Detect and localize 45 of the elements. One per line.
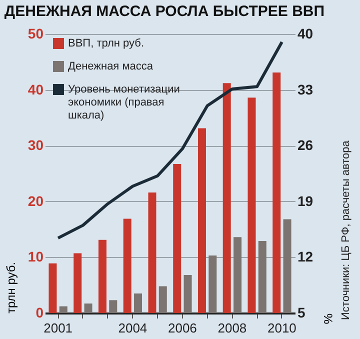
x-tick-label: 2010	[267, 320, 296, 336]
line-series	[56, 40, 284, 240]
bar	[123, 218, 132, 313]
bar	[74, 253, 82, 313]
bar	[283, 219, 292, 313]
y-tick-label: 10	[28, 248, 44, 265]
bar	[148, 192, 156, 313]
bar	[84, 304, 92, 313]
bar	[134, 293, 142, 313]
bar	[222, 83, 231, 313]
bar	[248, 98, 256, 313]
y2-tick-label: 19	[298, 192, 314, 209]
bar	[98, 240, 106, 313]
y2-tick-label: 33	[298, 81, 314, 98]
y-tick-label: 30	[28, 137, 44, 154]
bar	[109, 300, 118, 313]
y-tick-label: 20	[28, 192, 44, 209]
bar	[173, 164, 182, 313]
x-tick-label: 2006	[168, 320, 197, 336]
y-tick-label: 50	[28, 26, 44, 42]
y2-tick-label: 26	[298, 137, 314, 154]
bar	[198, 128, 206, 313]
y-tick-label: 0	[36, 304, 44, 320]
x-tick-label: 2001	[44, 320, 73, 336]
bar	[184, 275, 192, 313]
x-tick-label: 2008	[218, 320, 247, 336]
bar	[48, 263, 57, 313]
text: Источники: ЦБ РФ, расчеты автора	[340, 140, 352, 320]
y2-axis-title: %	[321, 314, 336, 324]
bar	[234, 237, 242, 313]
legend-label: ВВП, трлн руб.	[68, 38, 144, 50]
legend-label: Уровень монетизации экономики (правая шкала)	[68, 84, 180, 122]
chart-title: ДЕНЕЖНАЯ МАССА РОСЛА БЫСТРЕЕ ВВП	[4, 3, 325, 20]
bar	[258, 241, 266, 313]
y-tick-label: 40	[28, 81, 44, 98]
bar	[208, 256, 217, 313]
y2-tick-label: 40	[298, 26, 314, 42]
bar	[59, 306, 68, 313]
x-tick-label: 2004	[118, 320, 148, 336]
legend-label: Денежная масса	[68, 60, 154, 72]
bar	[158, 286, 167, 313]
y-axis-title: трлн руб.	[4, 262, 18, 314]
y2-tick-label: 12	[298, 248, 314, 265]
y2-tick-label: 5	[298, 304, 306, 320]
bar	[272, 72, 281, 313]
